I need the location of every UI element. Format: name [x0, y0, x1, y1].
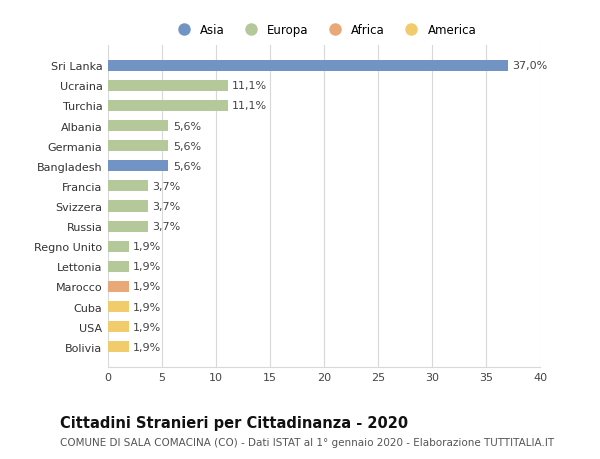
Bar: [108, 302, 128, 313]
Bar: [108, 321, 128, 332]
Bar: [108, 81, 228, 92]
Text: 1,9%: 1,9%: [133, 262, 161, 272]
Bar: [108, 341, 128, 353]
Text: 1,9%: 1,9%: [133, 302, 161, 312]
Bar: [108, 101, 228, 112]
Bar: [108, 61, 508, 72]
Text: 3,7%: 3,7%: [152, 202, 181, 212]
Bar: [108, 201, 148, 212]
Bar: [108, 161, 169, 172]
Bar: [108, 281, 128, 292]
Text: 37,0%: 37,0%: [512, 61, 547, 71]
Text: 11,1%: 11,1%: [232, 101, 268, 111]
Bar: [108, 241, 128, 252]
Text: 5,6%: 5,6%: [173, 141, 201, 151]
Text: Cittadini Stranieri per Cittadinanza - 2020: Cittadini Stranieri per Cittadinanza - 2…: [60, 415, 408, 431]
Text: 1,9%: 1,9%: [133, 282, 161, 292]
Bar: [108, 261, 128, 272]
Bar: [108, 121, 169, 132]
Text: 1,9%: 1,9%: [133, 322, 161, 332]
Text: 1,9%: 1,9%: [133, 242, 161, 252]
Text: 5,6%: 5,6%: [173, 121, 201, 131]
Bar: [108, 141, 169, 152]
Text: COMUNE DI SALA COMACINA (CO) - Dati ISTAT al 1° gennaio 2020 - Elaborazione TUTT: COMUNE DI SALA COMACINA (CO) - Dati ISTA…: [60, 437, 554, 447]
Text: 1,9%: 1,9%: [133, 342, 161, 352]
Text: 5,6%: 5,6%: [173, 162, 201, 171]
Text: 3,7%: 3,7%: [152, 181, 181, 191]
Bar: [108, 221, 148, 232]
Legend: Asia, Europa, Africa, America: Asia, Europa, Africa, America: [167, 20, 481, 42]
Text: 11,1%: 11,1%: [232, 81, 268, 91]
Text: 3,7%: 3,7%: [152, 222, 181, 232]
Bar: [108, 181, 148, 192]
